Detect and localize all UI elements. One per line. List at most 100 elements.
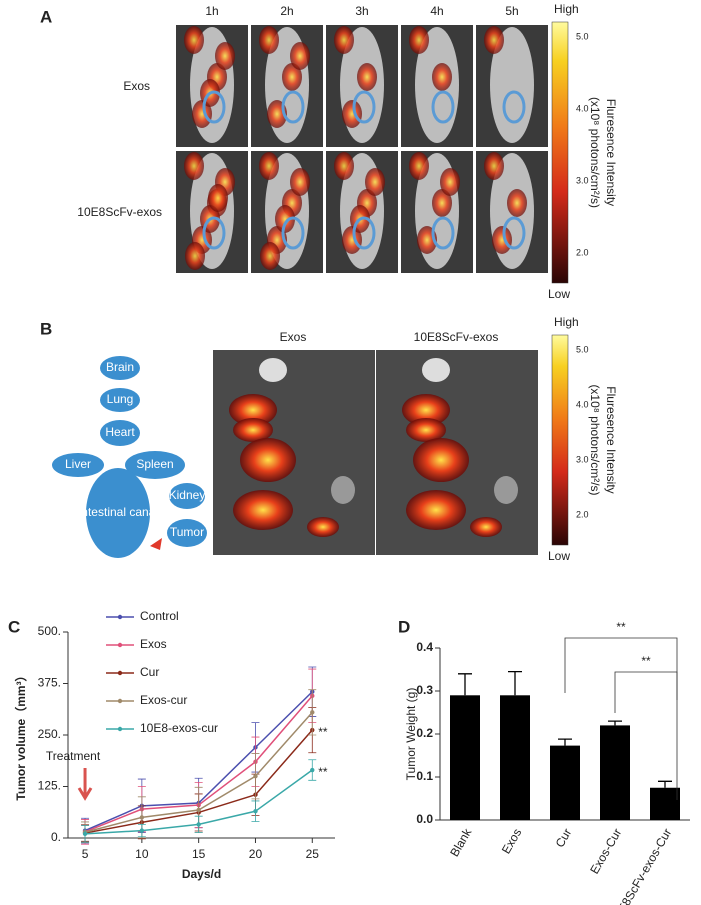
point — [310, 767, 315, 773]
colorbar-low: Low — [548, 287, 570, 301]
bar — [500, 695, 530, 820]
legend-label: Cur — [140, 665, 159, 679]
organ-white — [259, 358, 287, 382]
signal — [185, 242, 205, 270]
point — [310, 710, 315, 715]
signal — [240, 438, 296, 482]
signal — [357, 63, 377, 91]
timepoint-label: 4h — [430, 4, 443, 18]
signal — [290, 168, 310, 196]
significance-bracket — [614, 671, 678, 800]
colorbar-tick-label: 2.0 — [576, 509, 589, 519]
timepoint-label: 5h — [505, 4, 518, 18]
signal — [259, 26, 279, 54]
colorbar-unit: (x10⁸ photons/cm²/s) — [588, 384, 602, 495]
timepoint-label: 3h — [355, 4, 368, 18]
colorbar-tick-label: 5.0 — [576, 344, 589, 354]
signal — [507, 189, 527, 217]
signal — [275, 205, 295, 233]
bar — [550, 745, 580, 820]
annotation: ** — [318, 725, 328, 739]
signal — [184, 26, 204, 54]
organ-label: Liver — [65, 457, 91, 471]
tumor-ring — [502, 216, 526, 250]
organ-shape — [167, 519, 207, 547]
x-tick-label: Exos-Cur — [587, 826, 624, 876]
signal — [260, 242, 280, 270]
y-tick-label: 0.1 — [416, 769, 433, 783]
signal — [334, 26, 354, 54]
signal — [229, 394, 277, 426]
point — [139, 815, 145, 820]
annotation: ** — [318, 765, 328, 779]
signal — [365, 168, 385, 196]
colorbar-high: High — [554, 2, 579, 16]
signal — [409, 26, 429, 54]
group-label: 10E8ScFv-exos — [77, 205, 162, 219]
y-axis-label: Tumor Weight (g) — [404, 688, 418, 781]
signal — [406, 418, 446, 442]
y-axis-label: Tumor volume（mm³） — [13, 669, 28, 800]
organ-shape — [125, 451, 185, 479]
x-tick-label: 15 — [192, 847, 206, 861]
colorbar-high: High — [554, 315, 579, 329]
panel-label: A — [40, 7, 52, 26]
organ-shape — [52, 453, 104, 477]
group-label: 10E8ScFv-exos — [414, 330, 499, 344]
signal — [233, 418, 273, 442]
tumor-ring — [502, 90, 526, 124]
bar — [650, 787, 680, 820]
colorbar-title: Fluresence Intensity — [604, 386, 618, 493]
legend-label: Control — [140, 609, 179, 623]
signal — [492, 226, 512, 254]
x-tick-label: 20 — [249, 847, 263, 861]
signal — [402, 394, 450, 426]
point — [196, 807, 201, 813]
bar — [600, 725, 630, 820]
tumor-ring — [202, 90, 226, 124]
organ-label: Intestinal canal — [78, 505, 158, 519]
organ-label: Brain — [106, 360, 134, 374]
tumor-signal — [307, 517, 339, 537]
signal — [406, 490, 466, 530]
organ-shape — [100, 420, 140, 446]
organ-label: Spleen — [136, 457, 173, 471]
error-bar — [658, 780, 672, 788]
significance-bracket — [564, 637, 678, 700]
signal — [334, 152, 354, 180]
tumor-ring — [281, 90, 305, 124]
group-label: Exos — [123, 79, 150, 93]
legend-marker — [117, 698, 123, 704]
organ-gray — [331, 476, 355, 504]
tumor-ring — [352, 216, 376, 250]
error-bar — [458, 673, 472, 696]
organ-shape — [100, 388, 140, 412]
signal — [432, 63, 452, 91]
x-tick-label: 25 — [306, 847, 320, 861]
signal — [484, 152, 504, 180]
point — [139, 828, 145, 833]
figure-root: A 1h 2h 3h 4h 5h Exos 10E8ScFv-exos High Low 5.0 4.… — [8, 2, 690, 905]
colorbar — [551, 334, 569, 546]
organ-label: Lung — [107, 392, 134, 406]
legend-marker — [117, 614, 123, 620]
signal — [208, 184, 228, 212]
signal — [413, 438, 469, 482]
colorbar-tick-label: 3.0 — [576, 454, 589, 464]
y-tick-label: 375. — [38, 676, 61, 690]
organ-label: Kidney — [169, 488, 206, 502]
y-tick-label: 0.4 — [416, 640, 433, 654]
colorbar-title: Fluresence Intensity — [604, 99, 618, 206]
tumor-signal — [470, 517, 502, 537]
signal — [233, 490, 293, 530]
x-tick-label: 10 — [135, 847, 149, 861]
error-bar — [508, 671, 522, 696]
signal — [440, 168, 460, 196]
y-tick-label: 250. — [38, 727, 61, 741]
y-tick-label: 500. — [38, 624, 61, 638]
error-bar — [608, 720, 622, 726]
point — [82, 831, 88, 837]
legend-label: 10E8-exos-cur — [140, 721, 218, 735]
signal — [282, 63, 302, 91]
